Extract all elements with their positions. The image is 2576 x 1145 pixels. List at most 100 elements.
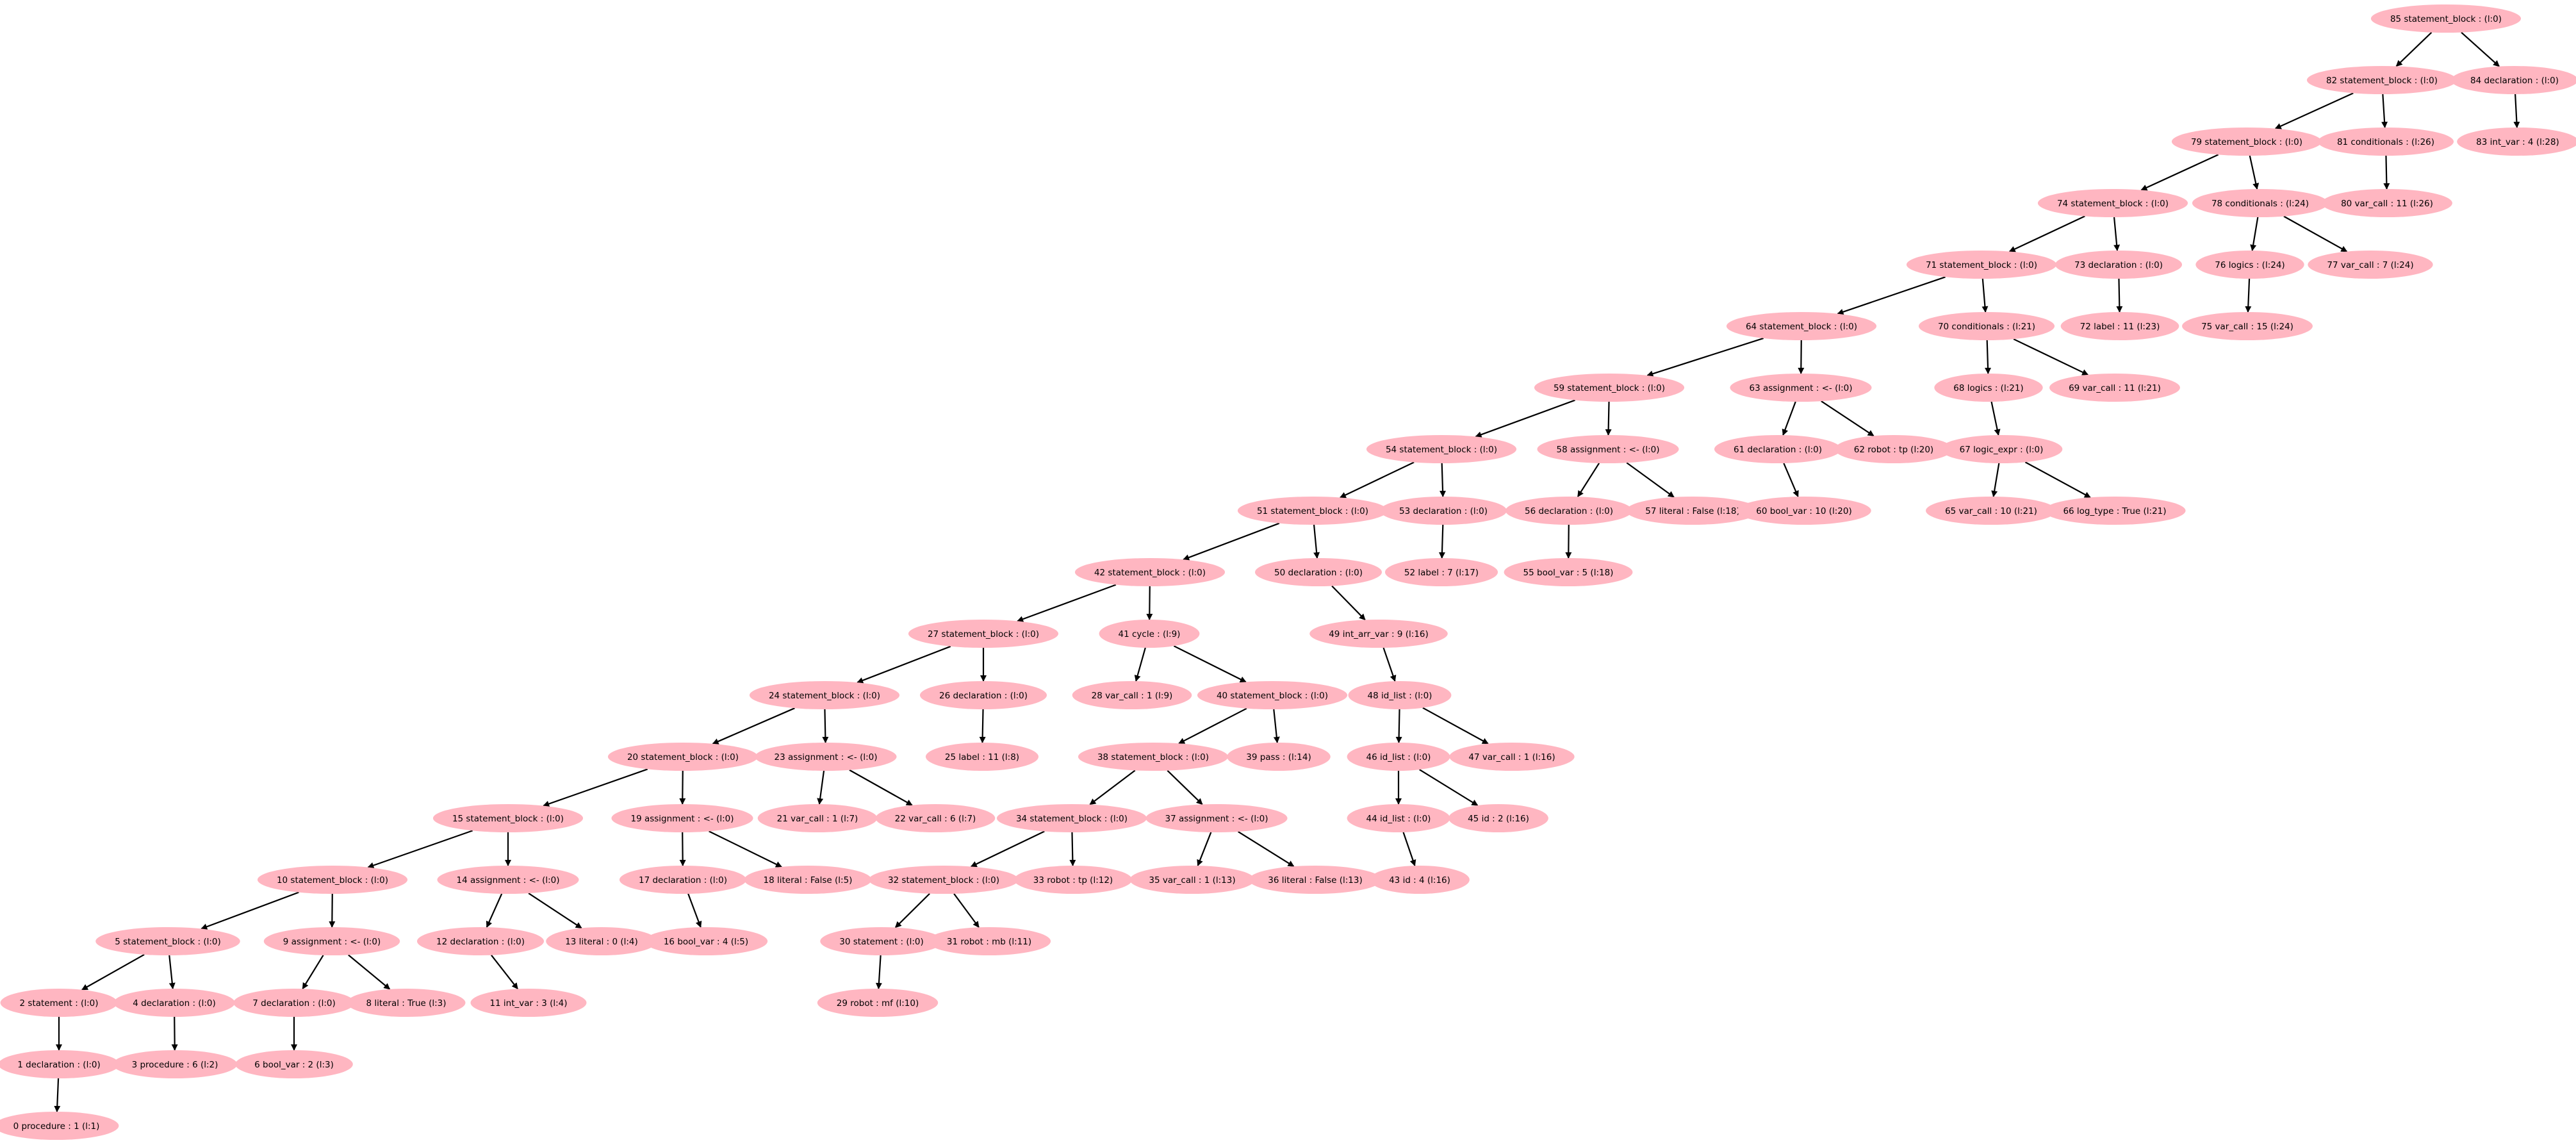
tree-node: 53 declaration : (l:0) bbox=[1379, 497, 1507, 525]
node-label: 4 declaration : (l:0) bbox=[133, 998, 215, 1009]
tree-edge bbox=[1605, 401, 1612, 436]
node-ellipse bbox=[927, 927, 1051, 955]
tree-node: 75 var_call : 15 (l:24) bbox=[2182, 312, 2313, 340]
node-ellipse bbox=[1197, 681, 1348, 709]
tree-node: 45 id : 2 (l:16) bbox=[1448, 804, 1548, 832]
tree-edge bbox=[2274, 92, 2354, 129]
node-label: 27 statement_block : (l:0) bbox=[928, 629, 1039, 639]
tree-node: 22 var_call : 6 (l:7) bbox=[875, 804, 996, 832]
tree-node: 6 bool_var : 2 (l:3) bbox=[235, 1050, 353, 1078]
tree-node: 33 robot : tp (l:12) bbox=[1013, 866, 1133, 894]
node-ellipse bbox=[2192, 189, 2329, 217]
tree-node: 84 declaration : (l:0) bbox=[2451, 66, 2576, 94]
tree-node: 14 assignment : <- (l:0) bbox=[437, 866, 579, 894]
tree-node: 66 log_type : True (l:21) bbox=[2044, 497, 2186, 525]
node-ellipse bbox=[437, 866, 579, 894]
node-ellipse bbox=[1448, 804, 1548, 832]
node-label: 64 statement_block : (l:0) bbox=[1746, 322, 1857, 332]
tree-node: 20 statement_block : (l:0) bbox=[607, 743, 759, 771]
tree-node: 39 pass : (l:14) bbox=[1227, 743, 1331, 771]
node-label: 20 statement_block : (l:0) bbox=[627, 752, 739, 762]
tree-edge bbox=[953, 893, 980, 928]
node-label: 35 var_call : 1 (l:13) bbox=[1149, 875, 1235, 886]
tree-edge bbox=[54, 1078, 61, 1113]
tree-node: 60 bool_var : 10 (l:20) bbox=[1737, 497, 1871, 525]
node-ellipse bbox=[1074, 558, 1226, 586]
tree-edge bbox=[822, 709, 829, 744]
tree-node: 48 id_list : (l:0) bbox=[1348, 681, 1452, 709]
tree-edge bbox=[1985, 340, 1992, 375]
tree-edge bbox=[1089, 770, 1136, 805]
node-label: 23 assignment : <- (l:0) bbox=[774, 752, 877, 762]
node-ellipse bbox=[2322, 189, 2452, 217]
node-label: 75 var_call : 15 (l:24) bbox=[2201, 322, 2293, 332]
node-ellipse bbox=[1504, 558, 1633, 586]
tree-node: 77 var_call : 7 (l:24) bbox=[2308, 251, 2433, 279]
node-label: 1 declaration : (l:0) bbox=[17, 1060, 100, 1070]
node-label: 83 int_var : 4 (l:28) bbox=[2476, 137, 2559, 147]
tree-edge bbox=[2395, 31, 2432, 67]
node-label: 46 id_list : (l:0) bbox=[1366, 752, 1431, 762]
tree-node: 83 int_var : 4 (l:28) bbox=[2457, 128, 2576, 156]
node-ellipse bbox=[1537, 435, 1679, 463]
tree-edge bbox=[817, 770, 825, 805]
node-label: 16 bool_var : 4 (l:5) bbox=[664, 937, 748, 947]
tree-node: 29 robot : mf (l:10) bbox=[817, 989, 939, 1017]
node-ellipse bbox=[1906, 251, 2057, 279]
tree-node: 70 conditionals : (l:21) bbox=[1918, 312, 2055, 340]
node-ellipse bbox=[1505, 497, 1633, 525]
tree-node: 63 assignment : <- (l:0) bbox=[1730, 374, 1872, 402]
node-label: 58 assignment : <- (l:0) bbox=[1556, 445, 1659, 455]
node-label: 74 statement_block : (l:0) bbox=[2057, 199, 2169, 209]
node-ellipse bbox=[2457, 128, 2576, 156]
node-ellipse bbox=[2049, 374, 2180, 402]
node-label: 29 robot : mf (l:10) bbox=[837, 998, 919, 1009]
tree-edge bbox=[348, 954, 391, 990]
node-ellipse bbox=[113, 989, 235, 1017]
tree-edge bbox=[687, 893, 702, 928]
node-ellipse bbox=[2044, 497, 2186, 525]
node-label: 22 var_call : 6 (l:7) bbox=[895, 814, 976, 824]
tree-node: 8 literal : True (l:3) bbox=[347, 989, 466, 1017]
tree-edge bbox=[894, 893, 930, 928]
tree-node: 82 statement_block : (l:0) bbox=[2306, 66, 2457, 94]
tree-node: 17 declaration : (l:0) bbox=[619, 866, 747, 894]
tree-node: 46 id_list : (l:0) bbox=[1347, 743, 1450, 771]
tree-node: 27 statement_block : (l:0) bbox=[908, 620, 1059, 648]
node-ellipse bbox=[2308, 251, 2433, 279]
tree-edge bbox=[712, 707, 795, 745]
tree-edge bbox=[1626, 462, 1675, 498]
node-ellipse bbox=[1309, 620, 1448, 648]
node-label: 81 conditionals : (l:26) bbox=[2337, 137, 2434, 147]
tree-edge bbox=[979, 709, 986, 744]
tree-node: 1 declaration : (l:0) bbox=[0, 1050, 120, 1078]
node-ellipse bbox=[1834, 435, 1953, 463]
node-label: 30 statement : (l:0) bbox=[839, 937, 924, 947]
tree-edge bbox=[679, 770, 686, 805]
tree-node: 73 declaration : (l:0) bbox=[2055, 251, 2183, 279]
node-ellipse bbox=[0, 1112, 119, 1140]
tree-node: 56 declaration : (l:0) bbox=[1505, 497, 1633, 525]
node-ellipse bbox=[2451, 66, 2576, 94]
tree-node: 13 literal : 0 (l:4) bbox=[546, 927, 657, 955]
tree-edge bbox=[849, 769, 913, 806]
tree-edge bbox=[2008, 215, 2085, 252]
tree-node: 69 var_call : 11 (l:21) bbox=[2049, 374, 2180, 402]
tree-node: 30 statement : (l:0) bbox=[820, 927, 943, 955]
tree-node: 2 statement : (l:0) bbox=[0, 989, 118, 1017]
node-ellipse bbox=[95, 927, 240, 955]
node-label: 73 declaration : (l:0) bbox=[2074, 260, 2163, 270]
tree-edge bbox=[1440, 463, 1447, 498]
tree-edge bbox=[875, 955, 882, 990]
tree-node: 31 robot : mb (l:11) bbox=[927, 927, 1051, 955]
node-label: 18 literal : False (l:5) bbox=[764, 875, 853, 886]
node-label: 76 logics : (l:24) bbox=[2215, 260, 2285, 270]
tree-node: 52 label : 7 (l:17) bbox=[1384, 558, 1498, 586]
tree-edge bbox=[709, 830, 782, 868]
node-ellipse bbox=[868, 866, 1019, 894]
tree-node: 40 statement_block : (l:0) bbox=[1197, 681, 1348, 709]
node-ellipse bbox=[755, 743, 897, 771]
node-label: 60 bool_var : 10 (l:20) bbox=[1756, 506, 1851, 516]
node-label: 67 logic_expr : (l:0) bbox=[1960, 445, 2044, 455]
